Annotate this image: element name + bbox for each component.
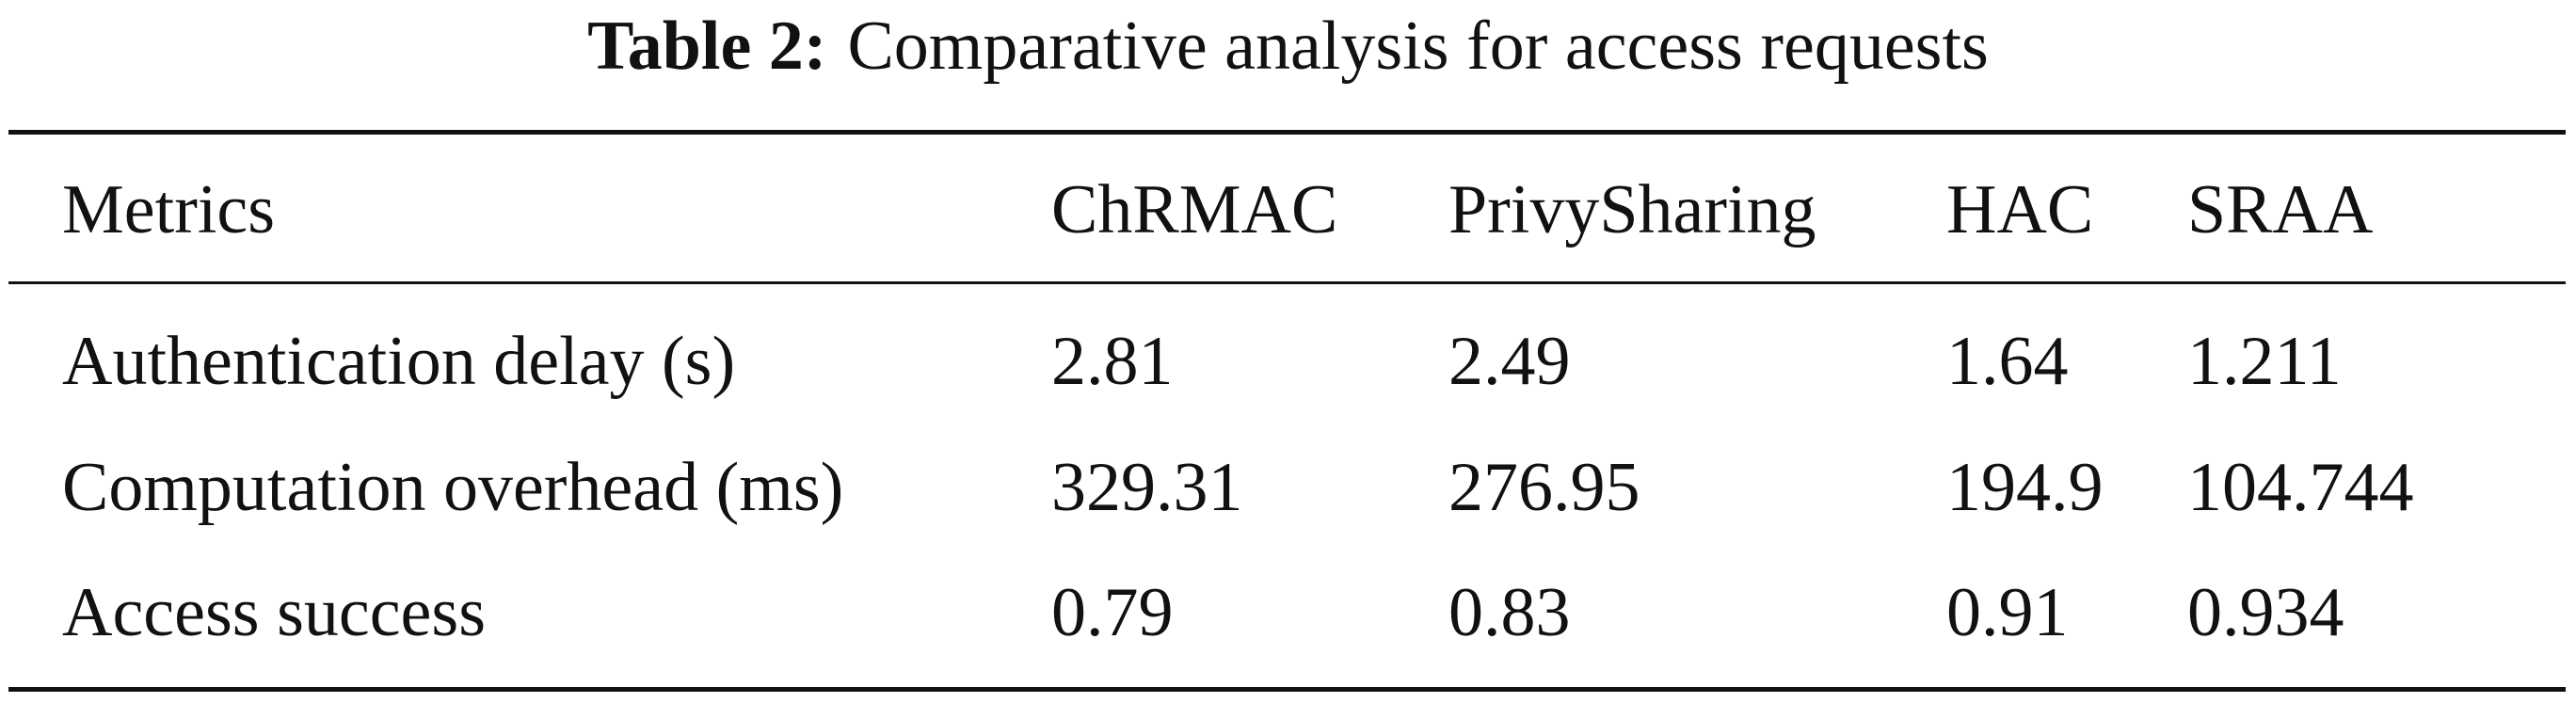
table-cell: 1.211	[2187, 323, 2342, 400]
header-cell: SRAA	[2187, 171, 2374, 248]
top-rule	[8, 130, 2566, 135]
table-cell: 0.79	[1051, 574, 1174, 651]
row-label: Computation overhead (ms)	[62, 449, 844, 526]
caption-label: Table 2:	[587, 8, 827, 85]
table-cell: 0.934	[2187, 574, 2344, 651]
row-label: Access success	[62, 574, 486, 651]
header-cell: ChRMAC	[1051, 171, 1338, 248]
table-cell: 276.95	[1448, 449, 1640, 526]
table-cell: 1.64	[1946, 323, 2069, 400]
table-cell: 2.81	[1051, 323, 1174, 400]
table-cell: 329.31	[1051, 449, 1243, 526]
mid-rule	[8, 281, 2566, 284]
table-cell: 0.83	[1448, 574, 1571, 651]
table-cell: 104.744	[2187, 449, 2414, 526]
bottom-rule	[8, 687, 2566, 692]
table-cell: 0.91	[1946, 574, 2069, 651]
table-cell: 194.9	[1946, 449, 2104, 526]
header-cell: PrivySharing	[1448, 171, 1816, 248]
header-cell: Metrics	[62, 171, 276, 248]
row-label: Authentication delay (s)	[62, 323, 736, 400]
table-caption: Table 2: Comparative analysis for access …	[0, 4, 2576, 88]
header-cell: HAC	[1946, 171, 2094, 248]
table-cell: 2.49	[1448, 323, 1571, 400]
caption-text: Comparative analysis for access requests	[847, 8, 1989, 85]
